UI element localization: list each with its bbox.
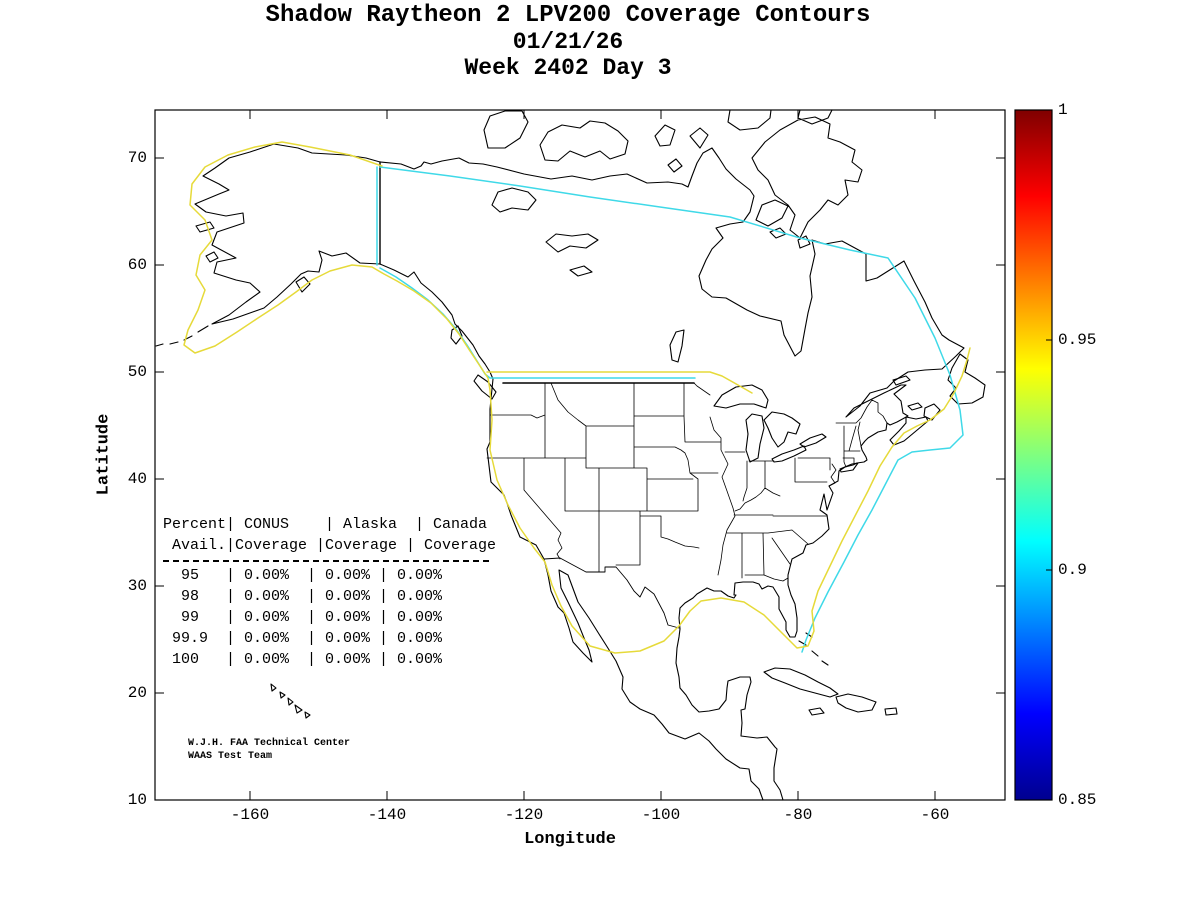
contour-level-095	[183, 141, 971, 654]
coastline-group	[155, 109, 986, 801]
caribbean-islands	[763, 632, 898, 716]
colorbar-group	[1014, 109, 1053, 801]
y-tick-label: 70	[127, 149, 147, 167]
coverage-table-divider	[163, 560, 489, 562]
lakes	[491, 187, 827, 463]
x-tick-label: -60	[920, 806, 950, 824]
y-tick-label: 30	[127, 577, 147, 595]
title-line-1: Shadow Raytheon 2 LPV200 Coverage Contou…	[265, 2, 871, 29]
credit-line-2: WAAS Test Team	[188, 751, 273, 762]
coverage-table-row: 99 | 0.00% | 0.00% | 0.00%	[163, 609, 443, 626]
y-tick-label: 40	[127, 470, 147, 488]
y-tick-label: 50	[127, 363, 147, 381]
x-tick-label: -120	[504, 806, 544, 824]
arctic-islands	[483, 109, 863, 249]
coverage-table-row: 95 | 0.00% | 0.00% | 0.00%	[163, 567, 443, 584]
colorbar-tick-label: 0.95	[1058, 331, 1097, 349]
pacific-islands	[155, 221, 497, 719]
coverage-table-header-1: Percent| CONUS | Alaska | Canada	[163, 516, 488, 533]
y-axis-ticks	[155, 157, 1005, 801]
y-tick-label: 60	[127, 256, 147, 274]
pacific-coastline	[379, 263, 764, 801]
x-axis-label: Longitude	[524, 830, 616, 849]
y-axis-label: Latitude	[94, 413, 114, 496]
colorbar-ticks	[1046, 339, 1052, 571]
colorbar-tick-label: 0.85	[1058, 791, 1097, 809]
mainland-coastline	[379, 147, 965, 801]
coverage-table-row: 99.9 | 0.00% | 0.00% | 0.00%	[163, 630, 443, 647]
colorbar-tick-label: 1	[1058, 101, 1068, 119]
coverage-table-header-2: Avail.|Coverage |Coverage | Coverage	[163, 537, 497, 554]
border-group	[379, 161, 888, 629]
contour-095-50n-segment	[486, 371, 753, 394]
x-tick-label: -80	[783, 806, 813, 824]
x-axis-ticks	[249, 110, 936, 800]
colorbar	[1014, 109, 1053, 801]
colorbar-tick-label: 0.9	[1058, 561, 1087, 579]
us-state-lines	[486, 382, 888, 582]
y-tick-label: 10	[127, 791, 147, 809]
plot-border	[154, 109, 1006, 801]
contour-090-canada-diagonal	[379, 166, 964, 653]
y-tick-label: 20	[127, 684, 147, 702]
plot-title: Shadow Raytheon 2 LPV200 Coverage Contou…	[143, 2, 993, 81]
contour-095-main-loop	[183, 141, 971, 654]
title-line-2: 01/21/26	[512, 29, 624, 55]
coverage-table: Percent| CONUS | Alaska | Canada Avail.|…	[163, 514, 496, 670]
credit-block: W.J.H. FAA Technical Center WAAS Test Te…	[188, 737, 350, 763]
x-tick-label: -140	[367, 806, 407, 824]
coverage-table-row: 98 | 0.00% | 0.00% | 0.00%	[163, 588, 443, 605]
us-mexico-border	[543, 557, 680, 629]
axis-ticks	[155, 110, 1005, 801]
coverage-table-row: 100 | 0.00% | 0.00% | 0.00%	[163, 651, 443, 668]
alaska-coastline	[194, 143, 381, 325]
credit-line-1: W.J.H. FAA Technical Center	[188, 738, 351, 749]
title-line-3: Week 2402 Day 3	[464, 55, 672, 81]
x-tick-label: -160	[230, 806, 270, 824]
contour-090-panhandle-segment	[379, 267, 696, 379]
x-tick-label: -100	[641, 806, 681, 824]
